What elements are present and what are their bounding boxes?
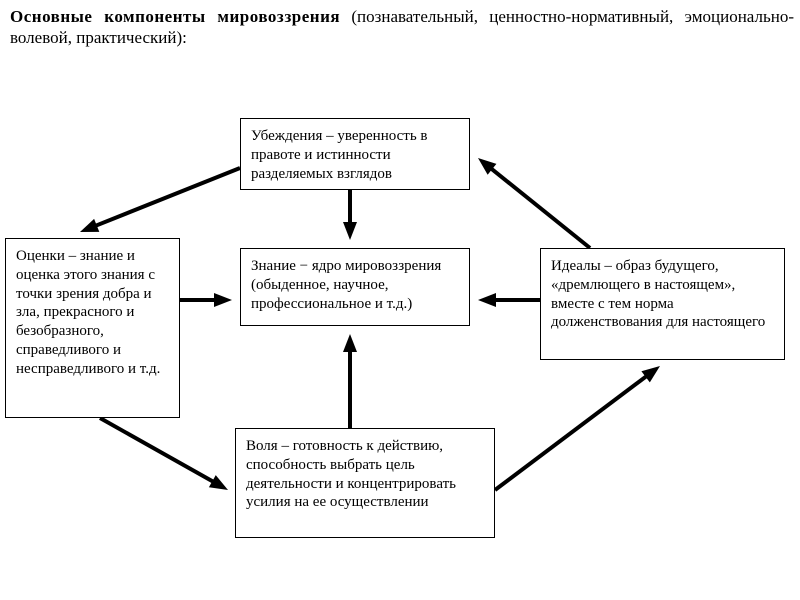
arrow [478, 158, 590, 248]
node-evaluations: Оценки – знание и оценка этого знания с … [5, 238, 180, 418]
arrow [100, 418, 228, 490]
arrow [343, 190, 357, 240]
node-beliefs: Убеждения – уверенность в правоте и исти… [240, 118, 470, 190]
node-beliefs-label: Убеждения – уверенность в правоте и исти… [251, 128, 428, 182]
arrow [180, 293, 232, 307]
node-will-label: Воля – готовность к действию, способност… [246, 438, 456, 510]
arrow [478, 293, 540, 307]
diagram-canvas: Основные компоненты мировоззрения (позна… [0, 0, 800, 600]
node-knowledge-label: Знание − ядро мировоззрения (обыденное, … [251, 258, 441, 312]
node-will: Воля – готовность к действию, способност… [235, 428, 495, 538]
title-bold: Основные компоненты мировоззрения [10, 7, 340, 26]
node-ideals-label: Идеалы – образ будущего, «дремлющего в н… [551, 258, 765, 330]
page-title: Основные компоненты мировоззрения (позна… [0, 6, 800, 49]
arrow [495, 366, 660, 490]
node-evaluations-label: Оценки – знание и оценка этого знания с … [16, 248, 160, 377]
node-ideals: Идеалы – образ будущего, «дремлющего в н… [540, 248, 785, 360]
arrow [80, 168, 240, 232]
arrow [343, 334, 357, 428]
node-knowledge: Знание − ядро мировоззрения (обыденное, … [240, 248, 470, 326]
